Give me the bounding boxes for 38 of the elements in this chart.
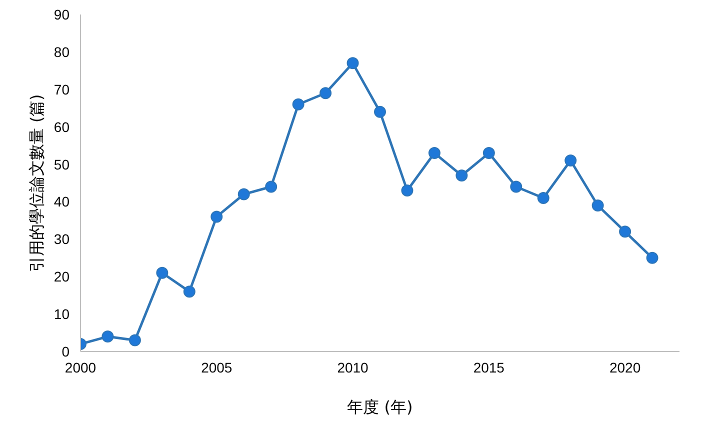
point <box>102 330 114 343</box>
point <box>320 87 332 100</box>
x-tick-label: 2015 <box>473 360 505 376</box>
point <box>346 57 359 70</box>
point <box>592 199 604 212</box>
y-tick-label: 70 <box>54 81 70 98</box>
y-tick-label: 50 <box>54 156 70 172</box>
x-tick-label: 2000 <box>64 360 96 376</box>
point <box>619 226 632 238</box>
point <box>292 98 304 110</box>
point <box>537 192 550 204</box>
point <box>510 180 522 193</box>
point <box>210 210 223 223</box>
point <box>183 286 196 298</box>
point <box>564 154 577 167</box>
y-axis-title: 引用的學位論文數量 (篇) <box>26 94 46 272</box>
point <box>401 184 414 196</box>
point <box>265 180 278 193</box>
point <box>428 147 440 160</box>
x-axis-title: 年度 (年) <box>347 398 413 416</box>
y-tick-label: 20 <box>54 268 70 285</box>
x-tick-label: 2020 <box>609 360 641 376</box>
y-tick-label: 40 <box>54 194 70 210</box>
point <box>646 252 658 264</box>
point <box>456 170 468 182</box>
y-tick-label: 30 <box>54 231 70 248</box>
x-tick-label: 2005 <box>201 360 232 376</box>
y-tick-label: 80 <box>54 44 70 60</box>
y-tick-label: 10 <box>54 306 70 322</box>
x-tick-label: 2010 <box>337 360 369 376</box>
point <box>238 188 250 200</box>
point <box>482 147 495 160</box>
point <box>374 106 386 118</box>
point <box>156 266 168 279</box>
y-tick-label: 60 <box>54 118 70 135</box>
y-tick-label: 0 <box>62 344 70 360</box>
point <box>128 334 141 346</box>
y-tick-label: 90 <box>54 6 70 22</box>
